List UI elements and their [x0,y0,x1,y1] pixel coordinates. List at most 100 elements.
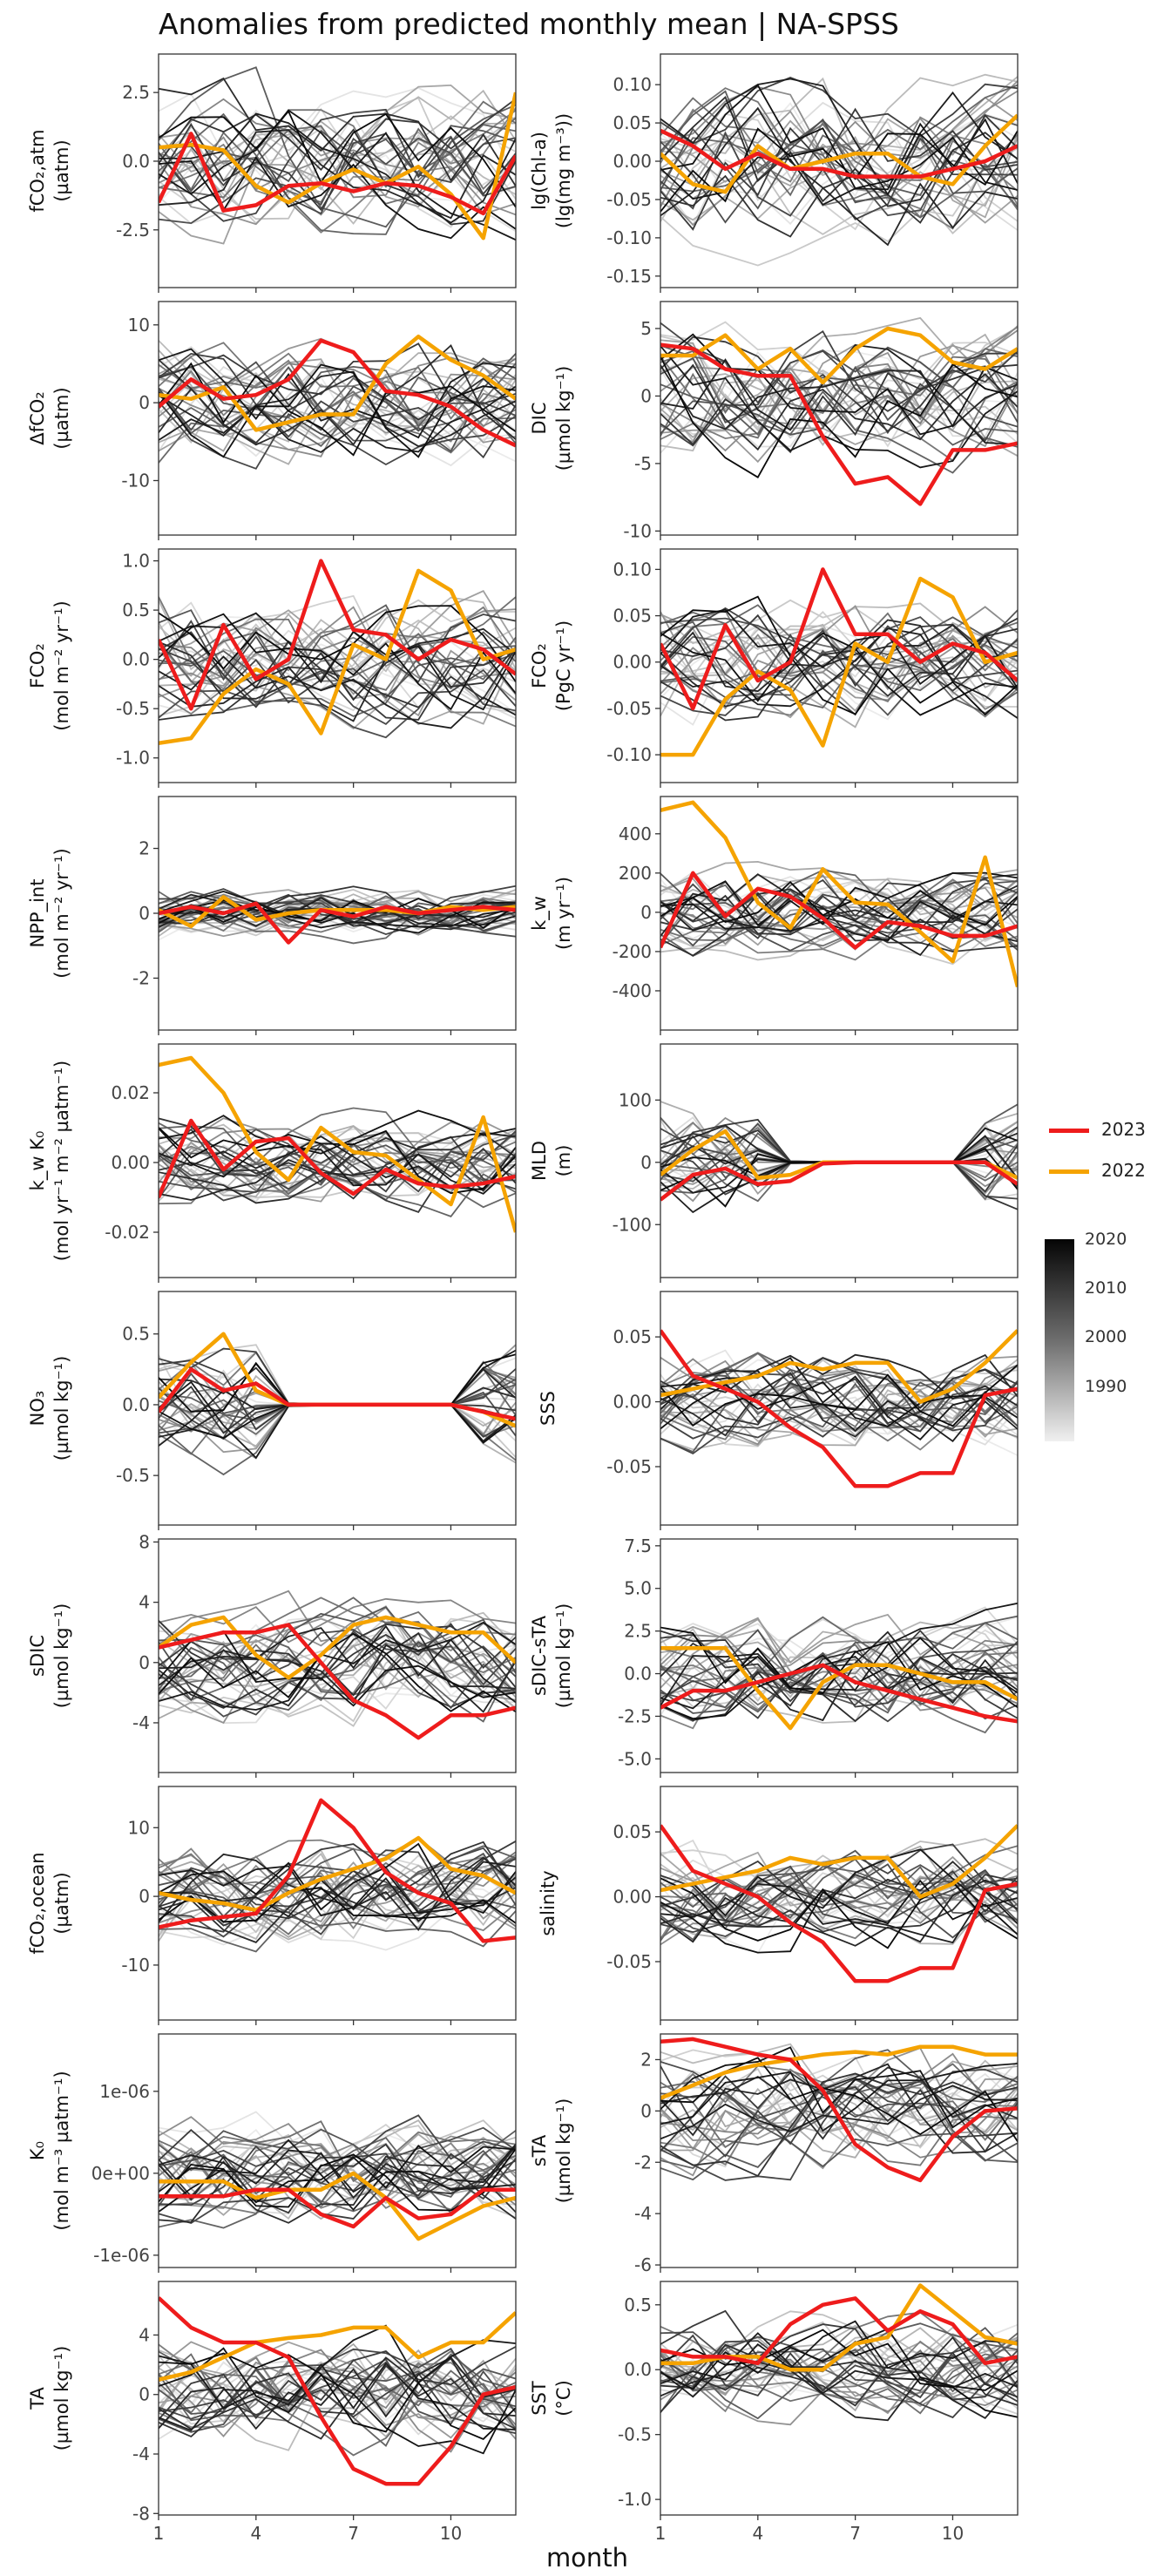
year-line [159,77,516,187]
series-2023 [159,1623,516,1740]
year-line [660,860,1018,911]
year-line [159,1134,516,1193]
y-tick-label: -10 [121,1955,150,1976]
panel-3: 10 0 -10 ΔfCO₂ (µatm) [27,301,517,540]
y-tick-label: -0.05 [606,698,652,719]
year-line [159,360,516,451]
year-line [660,1364,1018,1427]
year-line [159,1910,516,1953]
year-line [159,2347,516,2455]
y-tick-label: 0 [139,1652,150,1673]
year-line [660,1652,1018,1706]
panel-border [660,796,1019,1031]
year-line [660,1647,1018,1705]
y-tick-label: 0 [640,2100,652,2121]
y-tick-label: -100 [613,1214,652,1235]
y-axis-label-line: k_w K₀ [27,1131,49,1191]
background-year-lines [660,1349,1018,1456]
year-line [159,1125,516,1217]
year-line [660,333,1018,436]
y-axis-label: NPP_int (mol m⁻² yr⁻¹) [27,848,72,978]
y-tick-label: 1.0 [122,551,150,572]
y-axis-label-line: fCO₂,atm [27,129,48,212]
y-axis-label-line: (µatm) [51,1872,72,1934]
year-line [159,605,516,682]
panel-border [660,1043,1019,1278]
y-axis-label-line: FCO₂ [529,643,550,688]
y-axis-label: FCO₂ (PgC yr⁻¹) [529,620,574,711]
year-line [660,118,1018,207]
year-line [660,316,1018,418]
year-line [660,2075,1018,2169]
year-line [159,2148,516,2212]
y-tick-label: -2.5 [116,220,150,241]
panel-border [158,301,517,536]
year-line [660,345,1018,469]
year-line [159,363,516,458]
series-2023 [660,128,1018,179]
y-tick-label: -0.05 [606,1456,652,1477]
year-line [660,147,1018,267]
series-2022 [660,576,1018,757]
y-axis-label: SSS [538,1391,558,1426]
year-line [159,897,516,928]
year-line [159,362,516,457]
y-tick-label: 0.0 [624,2359,652,2380]
year-line [660,625,1018,690]
year-line [159,1624,516,1704]
y-tick-label: -2 [634,2152,652,2173]
y-tick-label: 2.5 [122,82,150,103]
year-line [660,118,1018,224]
year-line [159,1644,516,1713]
y-tick-label: 100 [619,1089,652,1110]
y-axis-label-line: (µmol kg⁻¹) [553,1603,574,1709]
panel-15: 10 0 -10 fCO₂,ocean (µatm) [27,1786,517,2025]
year-line [660,1370,1018,1446]
y-tick-label: 0 [139,392,150,413]
background-year-lines [660,1602,1018,1734]
series-2023 [660,871,1018,950]
series-2023 [159,338,516,448]
y-tick-label: 0.10 [613,559,652,580]
panel-19: 4 0 -4 -81 4 7 10 TA (µmol kg⁻¹) [27,2281,517,2544]
year-line [660,2320,1018,2385]
year-line [660,2332,1018,2398]
y-axis-label-line: (lg(mg m⁻³)) [553,113,574,228]
series-2022 [159,1055,516,1233]
y-tick-label: -0.10 [606,227,652,248]
year-line [660,1882,1018,1944]
year-line [159,613,516,711]
panel-7: 2 0 -2 NPP_int (mol m⁻² yr⁻¹) [27,796,517,1035]
year-line [159,108,516,222]
y-axis-label-line: (m yr⁻¹) [553,877,574,950]
year-line [660,624,1018,693]
y-axis-label-line: ΔfCO₂ [27,391,48,444]
year-line [660,1858,1018,1919]
legend-item-2022: 2022 [1049,1160,1146,1183]
year-line [660,1630,1018,1707]
series-2022 [660,1329,1018,1404]
background-year-lines [660,860,1018,966]
year-line [660,617,1018,722]
panel-5: 1.0 0.5 0.0 -0.5 -1.0 FCO₂ (mol m⁻² yr⁻¹) [27,548,517,788]
year-line [660,1357,1018,1430]
year-line [159,112,516,235]
panel-20: 0.5 0.0 -0.5 -1.01 4 7 10 SST (°C) [529,2281,1019,2544]
year-line [159,2347,516,2420]
year-line [660,2340,1018,2399]
y-tick-label: -5 [634,453,652,474]
series-2023 [660,567,1018,711]
y-tick-label: 0 [640,1152,652,1173]
year-line [660,604,1018,692]
year-line [660,2351,1018,2413]
panel-border [158,53,517,288]
year-line [660,1630,1018,1722]
year-line [660,616,1018,698]
year-line [660,77,1018,145]
background-year-lines [159,1107,516,1217]
y-tick-label: 0.05 [613,1326,652,1347]
series-2023 [159,2296,516,2486]
panel-border [660,2281,1019,2516]
legend-swatch-2023 [1049,1129,1089,1133]
x-tick-label: 7 [849,2523,861,2544]
